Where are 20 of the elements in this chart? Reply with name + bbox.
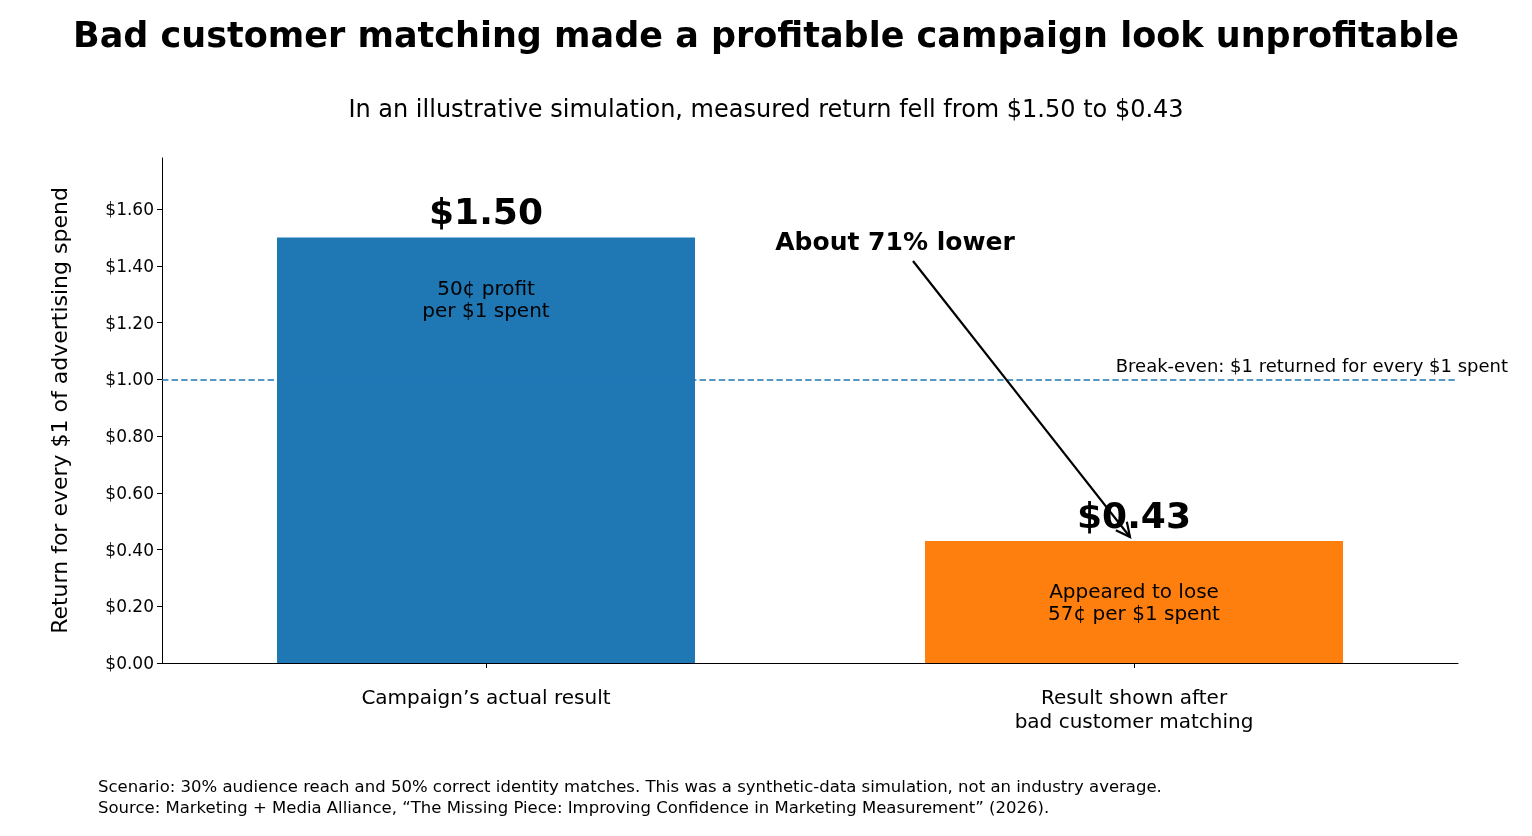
y-axis-title: Return for every $1 of advertising spend — [46, 187, 72, 634]
y-tick-label: $0.40 — [105, 539, 154, 560]
annotation: Appeared to lose 57¢ per $1 spent — [1048, 579, 1221, 625]
data-label: $1.50 — [429, 190, 543, 232]
chart-title: Bad customer matching made a profitable campaign look unprofitable — [72, 14, 1460, 55]
y-tick-label: $0.00 — [105, 653, 154, 673]
text: Scenario: 30% audience reach and 50% correct identity matches. This was a synthetic-data simulation, not an industry average. Source: Marketing + Media Alliance, “The Missing Piece: Improving Confidence in Marketing Measurement” (2026). — [98, 777, 1162, 817]
y-tick-label: $0.60 — [105, 482, 154, 503]
x-tick-label: Campaign’s actual result — [361, 685, 611, 709]
y-tick-label: $0.80 — [105, 426, 154, 447]
y-tick-label: $1.00 — [105, 369, 154, 390]
annotation: 50¢ profit per $1 spent — [422, 276, 550, 323]
y-tick-label: $1.40 — [105, 255, 154, 276]
ref-line-label: Break-even: $1 returned for every $1 spent — [1115, 354, 1508, 376]
y-tick-label: $1.60 — [105, 199, 154, 220]
chart-subtitle: In an illustrative simulation, measured return fell from $1.50 to $0.43 — [348, 95, 1184, 123]
x-tick-label: Result shown after bad customer matching — [1014, 685, 1254, 733]
y-tick-label: $1.20 — [105, 312, 154, 333]
y-tick-label: $0.20 — [105, 596, 154, 617]
annotation: About 71% lower — [775, 226, 1016, 256]
